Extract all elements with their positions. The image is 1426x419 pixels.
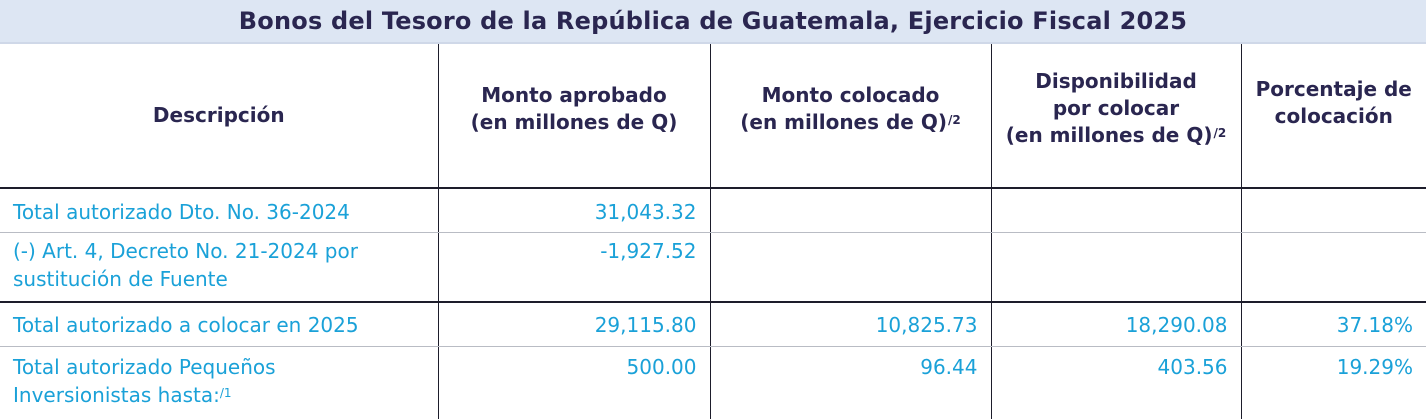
- row-monto-colocado: [709, 188, 991, 233]
- footnote-marker: /2: [947, 112, 961, 127]
- header-disponibilidad: Disponibilidad por colocar (en millones …: [990, 44, 1241, 189]
- table-title: Bonos del Tesoro de la República de Guat…: [238, 7, 1188, 35]
- row-monto-aprobado: 29,115.80: [437, 302, 710, 347]
- footnote-marker: /2: [1213, 126, 1227, 140]
- row-descripcion: (-) Art. 4, Decreto No. 21-2024 por sust…: [0, 232, 438, 303]
- header-row: Descripción Monto aprobado (en millones …: [0, 44, 1426, 189]
- title-divider: [0, 42, 1426, 44]
- row-descripcion: Total autorizado Dto. No. 36-2024: [0, 188, 438, 233]
- row-disponibilidad: [990, 188, 1241, 233]
- row-monto-colocado: 10,825.73: [709, 302, 991, 347]
- table-row: Total autorizado Dto. No. 36-2024 31,043…: [0, 188, 1426, 233]
- header-porcentaje: Porcentaje de colocación: [1240, 44, 1426, 189]
- table-title-bar: Bonos del Tesoro de la República de Guat…: [0, 0, 1426, 42]
- row-monto-aprobado: 31,043.32: [437, 188, 710, 233]
- row-monto-aprobado: 500.00: [437, 346, 710, 419]
- row-monto-colocado: [709, 232, 991, 303]
- row-disponibilidad: 403.56: [990, 346, 1241, 419]
- row-porcentaje: 37.18%: [1240, 302, 1426, 347]
- header-monto-colocado: Monto colocado (en millones de Q)/2: [709, 44, 991, 189]
- table-row: Total autorizado Pequeños Inversionistas…: [0, 346, 1426, 419]
- row-porcentaje: 19.29%: [1240, 346, 1426, 419]
- row-porcentaje: [1240, 232, 1426, 303]
- table-row: (-) Art. 4, Decreto No. 21-2024 por sust…: [0, 232, 1426, 303]
- row-descripcion: Total autorizado Pequeños Inversionistas…: [13, 354, 276, 407]
- table-row: Total autorizado a colocar en 2025 29,11…: [0, 302, 1426, 347]
- header-descripcion: Descripción: [0, 44, 438, 189]
- footnote-marker: /1: [219, 385, 232, 400]
- row-disponibilidad: [990, 232, 1241, 303]
- bonds-table: Descripción Monto aprobado (en millones …: [0, 44, 1426, 419]
- row-porcentaje: [1240, 188, 1426, 233]
- row-descripcion: Total autorizado a colocar en 2025: [0, 302, 438, 347]
- row-monto-colocado: 96.44: [709, 346, 991, 419]
- row-disponibilidad: 18,290.08: [990, 302, 1241, 347]
- row-monto-aprobado: -1,927.52: [437, 232, 710, 303]
- header-monto-aprobado: Monto aprobado (en millones de Q): [437, 44, 710, 189]
